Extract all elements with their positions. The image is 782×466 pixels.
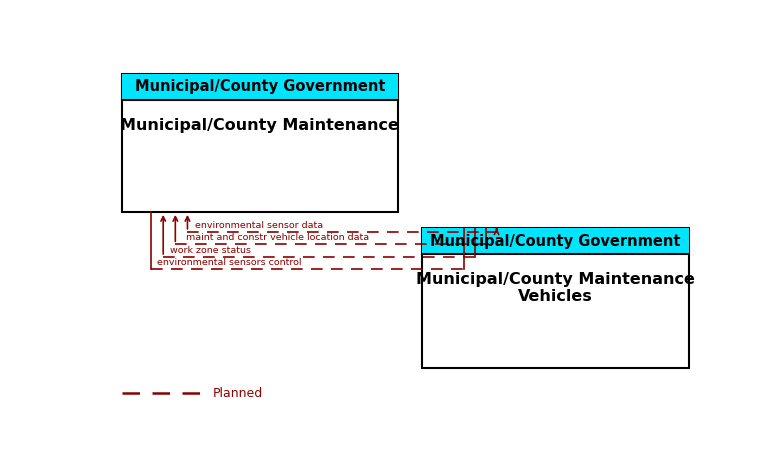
Text: Municipal/County Government: Municipal/County Government bbox=[135, 79, 385, 94]
Text: Municipal/County Maintenance
Vehicles: Municipal/County Maintenance Vehicles bbox=[416, 272, 694, 304]
Text: environmental sensors control: environmental sensors control bbox=[157, 258, 302, 267]
Text: environmental sensor data: environmental sensor data bbox=[195, 220, 323, 230]
Bar bbox=[422, 228, 689, 254]
Text: maint and constr vehicle location data: maint and constr vehicle location data bbox=[185, 233, 369, 242]
Text: work zone status: work zone status bbox=[170, 246, 252, 255]
Text: Municipal/County Government: Municipal/County Government bbox=[430, 233, 680, 248]
Bar bbox=[122, 74, 398, 212]
Text: Planned: Planned bbox=[213, 387, 264, 400]
Bar bbox=[122, 74, 398, 100]
Text: Municipal/County Maintenance: Municipal/County Maintenance bbox=[120, 117, 400, 133]
Bar bbox=[422, 228, 689, 368]
